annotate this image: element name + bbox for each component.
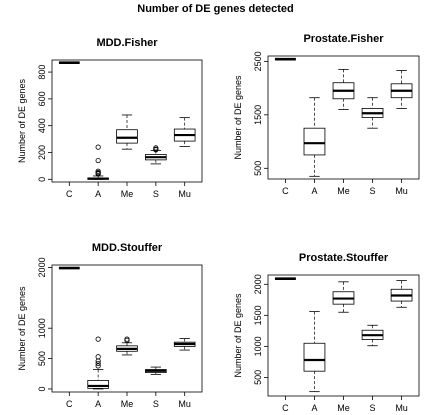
box-Mu	[390, 280, 413, 308]
panel-title: Prostate.Fisher	[303, 33, 384, 45]
iqr-box	[87, 380, 109, 389]
x-tick-label: C	[282, 186, 289, 196]
outlier-point	[95, 144, 101, 150]
y-axis-label: Number of DE genes	[17, 78, 27, 163]
box-S	[145, 145, 167, 165]
x-tick-label: S	[153, 399, 159, 409]
panel-title: Prostate.Stouffer	[299, 252, 389, 264]
y-tick-label: 1500	[253, 105, 263, 125]
box-Mu	[390, 70, 413, 109]
x-tick-label: S	[153, 189, 159, 199]
box-Mu	[173, 117, 196, 147]
y-tick-label: 1000	[37, 318, 47, 338]
panel-title: MDD.Fisher	[96, 37, 158, 49]
outlier-point	[95, 363, 101, 369]
y-tick-label: 0	[37, 386, 47, 391]
x-tick-label: C	[66, 189, 73, 199]
y-tick-label: 2000	[37, 257, 47, 277]
box-A	[303, 311, 326, 393]
x-tick-label: A	[95, 399, 101, 409]
box-S	[145, 366, 167, 375]
iqr-box	[303, 127, 326, 156]
y-axis-label: Number of DE genes	[233, 75, 243, 160]
x-tick-label: Mu	[178, 399, 191, 409]
iqr-box	[303, 342, 326, 372]
x-tick-label: C	[66, 399, 73, 409]
panel-title: MDD.Stouffer	[92, 242, 163, 254]
plot-frame	[51, 264, 203, 393]
x-tick-label: A	[95, 189, 101, 199]
x-tick-label: Me	[337, 403, 350, 413]
iqr-box	[116, 129, 138, 144]
y-tick-label: 200	[37, 145, 47, 160]
outlier-point	[124, 336, 130, 342]
box-Me	[332, 281, 355, 313]
outlier-point	[95, 171, 101, 177]
y-tick-label: 1500	[253, 305, 263, 325]
outlier-point	[95, 354, 101, 360]
outlier-point	[95, 358, 101, 364]
y-axis-label: Number of DE genes	[17, 286, 27, 371]
box-S	[361, 97, 384, 129]
x-tick-label: S	[370, 186, 376, 196]
x-tick-label: A	[311, 186, 317, 196]
y-tick-label: 500	[253, 161, 263, 176]
x-tick-label: Mu	[395, 186, 408, 196]
y-tick-label: 0	[37, 177, 47, 182]
panel: MDD.Fisher 0 200 400 600 800 Number of DE gene…	[17, 37, 203, 199]
box-Me	[332, 68, 355, 110]
x-tick-label: Me	[121, 189, 134, 199]
box-A	[87, 336, 109, 390]
y-tick-label: 800	[37, 65, 47, 80]
outlier-point	[153, 147, 159, 153]
outlier-point	[95, 336, 101, 342]
y-axis-label: Number of DE genes	[233, 293, 243, 378]
y-tick-label: 600	[37, 91, 47, 106]
y-tick-label: 500	[37, 351, 47, 366]
x-tick-label: Me	[121, 399, 134, 409]
box-Me	[116, 114, 138, 150]
outlier-point	[95, 360, 101, 367]
x-tick-label: C	[282, 403, 289, 413]
box-S	[361, 324, 384, 347]
x-tick-label: S	[370, 403, 376, 413]
x-tick-label: A	[311, 403, 317, 413]
y-tick-label: 2500	[253, 51, 263, 71]
x-tick-label: Mu	[178, 189, 191, 199]
figure-title: Number of DE genes detected	[137, 3, 293, 15]
outlier-point	[95, 157, 101, 164]
panel: Prostate.Stouffer 500 1000 1500 2000 Number o…	[233, 252, 420, 413]
box-Mu	[173, 338, 196, 351]
x-tick-label: Mu	[395, 403, 408, 413]
y-tick-label: 2000	[253, 274, 263, 294]
y-tick-label: 1000	[253, 336, 263, 356]
box-A	[303, 97, 326, 177]
x-tick-label: Me	[337, 186, 350, 196]
box-Me	[116, 336, 138, 356]
y-tick-label: 400	[37, 118, 47, 133]
panel: MDD.Stouffer 0 500 1000 2000 Number of DE gen…	[17, 242, 203, 409]
y-tick-label: 500	[253, 370, 263, 385]
panel: Prostate.Fisher 500 1500 2500 Number of DE g…	[233, 33, 420, 196]
box-A	[87, 144, 109, 180]
